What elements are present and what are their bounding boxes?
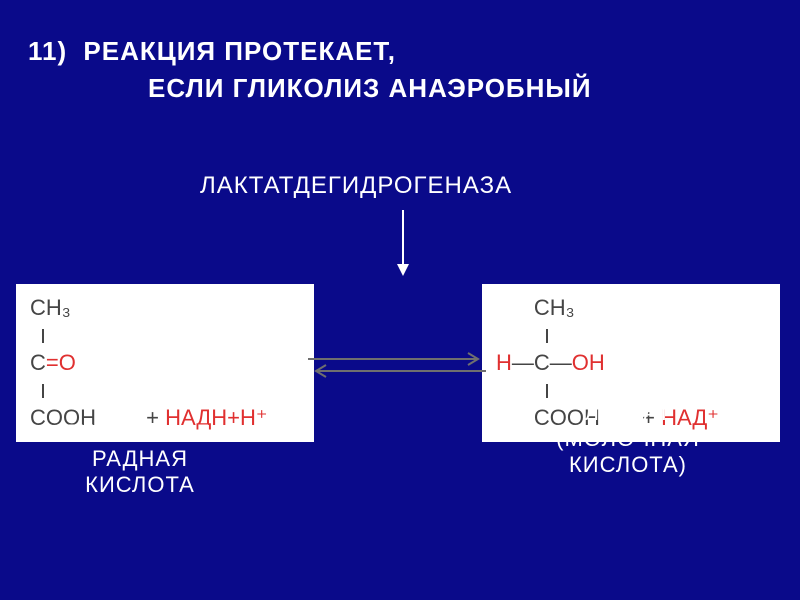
product-label-l3: КИСЛОТА) (508, 452, 748, 478)
bond-icon (546, 329, 548, 343)
enzyme-pointer-arrow (395, 210, 425, 280)
product-h: H (496, 350, 512, 375)
substrate-box: CH₃ C=O COOH + НАДH+H⁺ (16, 284, 314, 442)
enzyme-label: ЛАКТАТДЕГИДРОГЕНАЗА (200, 172, 512, 200)
product-label-l1: ЛАКТАТ (508, 400, 748, 426)
product-oh: OH (572, 350, 605, 375)
bond-icon (42, 384, 44, 398)
equilibrium-arrow-icon (308, 349, 486, 379)
substrate-label-l1: ПИРОВИНОГ- (40, 420, 240, 446)
bond-icon (42, 329, 44, 343)
reaction-arrows (314, 343, 482, 383)
slide-title: 11) РЕАКЦИЯ ПРОТЕКАЕТ, ЕСЛИ ГЛИКОЛИЗ АНА… (28, 36, 592, 104)
product-label-l2: (МОЛОЧНАЯ (508, 426, 748, 452)
title-number: 11) (28, 36, 67, 66)
product-ch3: CH₃ (534, 295, 575, 320)
product-c: C (534, 350, 550, 375)
substrate-label: ПИРОВИНОГ- РАДНАЯ КИСЛОТА (40, 420, 240, 498)
bond-icon (546, 384, 548, 398)
substrate-carbonyl: =O (46, 350, 76, 375)
title-line2: ЕСЛИ ГЛИКОЛИЗ АНАЭРОБНЫЙ (148, 73, 592, 104)
substrate-c: C (30, 350, 46, 375)
substrate-ch3: CH₃ (30, 295, 71, 320)
substrate-label-l2: РАДНАЯ (40, 446, 240, 472)
substrate-label-l3: КИСЛОТА (40, 472, 240, 498)
title-line1: РЕАКЦИЯ ПРОТЕКАЕТ, (83, 36, 396, 66)
product-label: ЛАКТАТ (МОЛОЧНАЯ КИСЛОТА) (508, 400, 748, 478)
